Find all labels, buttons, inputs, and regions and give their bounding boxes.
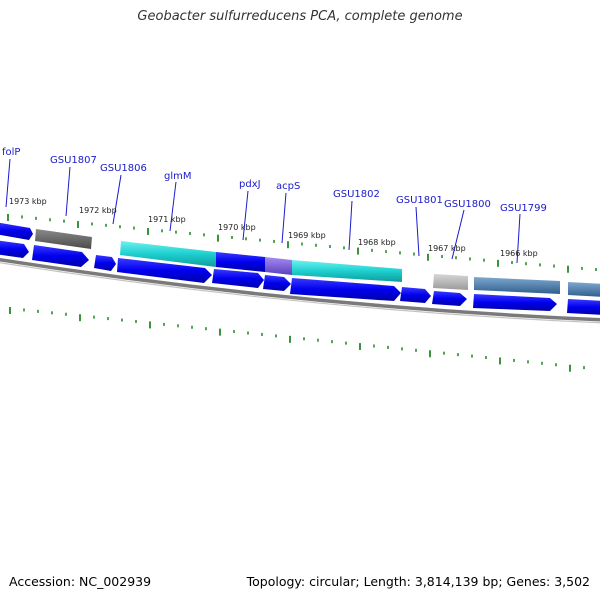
leader-gsu1800	[451, 209, 465, 260]
cds-row2-8[interactable]	[400, 287, 431, 303]
cds-row2-4[interactable]	[117, 258, 212, 283]
cds-row2-7[interactable]	[290, 278, 401, 301]
gene-label-gsu1801[interactable]: GSU1801	[396, 195, 443, 206]
leader-gsu1799	[516, 213, 521, 264]
gene-label-gsu1799[interactable]: GSU1799	[500, 203, 547, 214]
cds-top-pdxj[interactable]	[216, 252, 265, 272]
cds-row2-5[interactable]	[212, 269, 264, 288]
cds-top-folp[interactable]	[0, 222, 33, 240]
gene-labels: folP GSU1807 GSU1806 glmM pdxJ acpS GSU1…	[2, 147, 547, 214]
feature-glmm[interactable]	[120, 241, 216, 267]
genome-backbone	[0, 258, 600, 322]
inner-tick-marks	[9, 307, 585, 372]
cds-row2-10[interactable]	[473, 294, 557, 311]
outer-tick-marks	[7, 214, 597, 273]
feature-gsu1802[interactable]	[292, 260, 402, 282]
kbp-label-1972: 1972 kbp	[79, 206, 117, 215]
map-title: Geobacter sulfurreducens PCA, complete g…	[137, 9, 463, 24]
kbp-label-1969: 1969 kbp	[288, 231, 326, 240]
cds-row2-3[interactable]	[94, 255, 116, 271]
gene-label-leaders	[5, 158, 521, 264]
leader-gsu1807	[65, 166, 71, 217]
bottom-strand-features	[0, 240, 600, 315]
feature-gsu1798[interactable]	[568, 282, 600, 297]
gene-label-gsu1800[interactable]: GSU1800	[444, 199, 491, 210]
gene-label-gsu1802[interactable]: GSU1802	[333, 189, 380, 200]
leader-gsu1801	[415, 206, 420, 257]
feature-gsu1799[interactable]	[474, 277, 560, 294]
leader-gsu1802	[348, 200, 353, 251]
feature-gsu1800[interactable]	[433, 274, 468, 290]
feature-gsu1807[interactable]	[35, 229, 92, 249]
kbp-label-1970: 1970 kbp	[218, 223, 256, 232]
gene-label-glmm[interactable]: glmM	[164, 171, 192, 182]
leader-glmm	[169, 181, 177, 232]
scale-labels: 1973 kbp 1972 kbp 1971 kbp 1970 kbp 1969…	[9, 197, 538, 258]
top-strand-features	[0, 222, 600, 297]
cds-row2-6[interactable]	[263, 275, 291, 291]
genome-summary-text: Topology: circular; Length: 3,814,139 bp…	[246, 574, 590, 589]
kbp-label-1968: 1968 kbp	[358, 238, 396, 247]
gene-label-gsu1806[interactable]: GSU1806	[100, 163, 147, 174]
gene-label-pdxj[interactable]: pdxJ	[239, 179, 261, 190]
gene-label-acps[interactable]: acpS	[276, 181, 300, 192]
kbp-label-1966: 1966 kbp	[500, 249, 538, 258]
feature-acps[interactable]	[265, 257, 292, 275]
leader-acps	[281, 192, 287, 244]
gene-label-gsu1807[interactable]: GSU1807	[50, 155, 97, 166]
kbp-label-1971: 1971 kbp	[148, 215, 186, 224]
kbp-label-1967: 1967 kbp	[428, 244, 466, 253]
cds-row2-11[interactable]	[567, 299, 600, 315]
cds-row2-9[interactable]	[432, 291, 467, 306]
genome-backbone-shadow	[0, 262, 600, 324]
leader-folp	[5, 158, 11, 208]
accession-text: Accession: NC_002939	[9, 574, 152, 589]
kbp-label-1973: 1973 kbp	[9, 197, 47, 206]
cds-row2-1[interactable]	[0, 240, 29, 258]
leader-pdxj	[242, 190, 249, 241]
leader-gsu1806	[112, 174, 122, 225]
cds-row2-2[interactable]	[32, 245, 89, 267]
gene-label-folp[interactable]: folP	[2, 147, 20, 158]
